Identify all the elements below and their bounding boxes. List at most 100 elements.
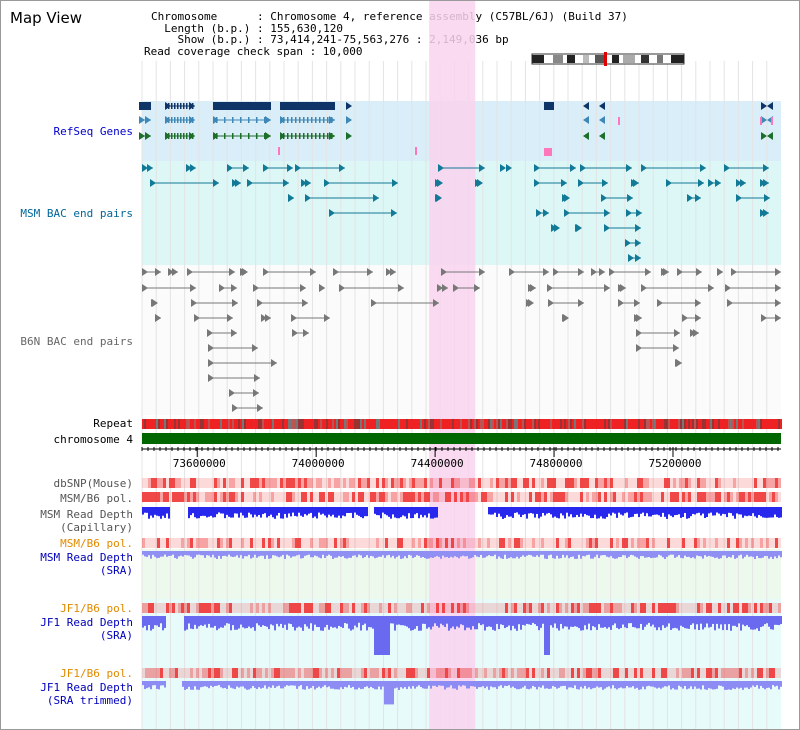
depth-bar <box>714 507 716 516</box>
depth-bar <box>342 616 344 628</box>
pol-cell <box>484 492 487 502</box>
strand-arrow <box>479 268 485 276</box>
depth-bar <box>244 616 246 629</box>
pol-cell <box>700 478 703 488</box>
depth-bar <box>736 616 738 628</box>
jf1-b6-pol-2-label[interactable]: JF1/B6 pol. <box>60 667 133 680</box>
depth-bar <box>752 681 754 686</box>
msm-b6-pol-sra-label[interactable]: MSM/B6 pol. <box>60 537 133 550</box>
pol-cell <box>583 603 586 613</box>
depth-bar <box>572 616 574 627</box>
depth-bar <box>442 551 444 556</box>
msm-read-depth-capillary-label[interactable]: MSM Read Depth (Capillary) <box>40 508 133 534</box>
depth-bar <box>280 616 282 624</box>
repeat-segment <box>666 419 668 429</box>
depth-bar <box>434 551 436 557</box>
pol-cell <box>358 538 361 548</box>
pol-cell <box>196 538 199 548</box>
strand-arrow <box>736 194 742 202</box>
repeat-segment <box>446 419 448 429</box>
pol-cell <box>196 668 199 678</box>
depth-bar <box>600 616 602 628</box>
depth-bar <box>548 551 550 556</box>
depth-bar <box>728 507 730 513</box>
depth-bar <box>770 507 772 518</box>
pol-cell <box>691 603 694 613</box>
b6n-bac-label[interactable]: B6N BAC end pairs <box>20 335 133 348</box>
depth-bar <box>628 507 630 518</box>
depth-bar <box>746 681 748 688</box>
strand-arrow <box>168 268 174 276</box>
pol-cell <box>586 478 589 488</box>
jf1-read-depth-sra-label[interactable]: JF1 Read Depth (SRA) <box>40 616 133 642</box>
pol-cell <box>274 478 277 488</box>
depth-bar <box>406 681 408 690</box>
strand-arrow <box>329 102 335 110</box>
pol-cell <box>583 492 586 502</box>
depth-bar <box>250 616 252 629</box>
depth-bar <box>614 507 616 514</box>
pol-cell <box>394 668 397 678</box>
repeat-segment <box>472 419 474 429</box>
depth-bar <box>668 616 670 624</box>
jf1-read-depth-trimmed-label[interactable]: JF1 Read Depth (SRA trimmed) <box>40 681 133 707</box>
repeat-segment <box>264 419 266 429</box>
pol-cell <box>532 603 535 613</box>
depth-bar <box>592 551 594 559</box>
pol-cell <box>730 478 733 488</box>
depth-bar <box>384 616 386 655</box>
gene-block <box>544 102 554 110</box>
pol-cell <box>481 478 484 488</box>
depth-bar <box>608 681 610 687</box>
repeat-segment <box>218 419 220 429</box>
depth-bar <box>312 616 314 631</box>
refseq-genes-label[interactable]: RefSeq Genes <box>53 125 133 138</box>
pol-cell <box>757 492 760 502</box>
msm-b6-pol-label[interactable]: MSM/B6 pol. <box>60 492 133 505</box>
strand-arrow <box>271 359 277 367</box>
msm-bac-label[interactable]: MSM BAC end pairs <box>20 207 133 220</box>
depth-bar <box>400 616 402 626</box>
depth-bar <box>780 507 782 518</box>
depth-bar <box>210 551 212 558</box>
pol-cell <box>259 603 262 613</box>
repeat-segment <box>408 419 410 429</box>
depth-bar <box>182 551 184 557</box>
repeat-segment <box>650 419 652 429</box>
depth-bar <box>264 616 266 627</box>
pol-cell <box>637 492 640 502</box>
pol-cell <box>238 538 241 548</box>
dbsnp-label[interactable]: dbSNP(Mouse) <box>53 477 133 490</box>
depth-bar <box>514 551 516 559</box>
depth-bar <box>284 616 286 625</box>
pol-cell <box>400 538 403 548</box>
depth-bar <box>616 551 618 559</box>
pol-cell <box>187 492 190 502</box>
msm-read-depth-sra-label[interactable]: MSM Read Depth (SRA) <box>40 551 133 577</box>
pol-cell <box>394 538 397 548</box>
strand-arrow <box>764 194 770 202</box>
depth-bar <box>270 681 272 688</box>
repeat-label[interactable]: Repeat <box>93 417 133 430</box>
repeat-segment <box>738 419 740 429</box>
depth-bar <box>690 681 692 687</box>
depth-bar <box>578 507 580 517</box>
strand-arrow <box>474 284 480 292</box>
exon-tick <box>248 117 250 123</box>
jf1-b6-pol-label[interactable]: JF1/B6 pol. <box>60 602 133 615</box>
pol-cell <box>703 538 706 548</box>
pol-cell <box>505 478 508 488</box>
depth-bar <box>590 551 592 559</box>
exon-tick <box>224 117 226 123</box>
pol-cell <box>289 492 292 502</box>
depth-bar <box>454 616 456 630</box>
depth-bar <box>562 551 564 555</box>
depth-bar <box>710 507 712 513</box>
repeat-segment <box>712 419 714 429</box>
repeat-segment <box>416 419 418 429</box>
depth-bar <box>402 681 404 689</box>
pol-cell <box>397 538 400 548</box>
pol-cell <box>601 492 604 502</box>
pol-cell <box>586 668 589 678</box>
